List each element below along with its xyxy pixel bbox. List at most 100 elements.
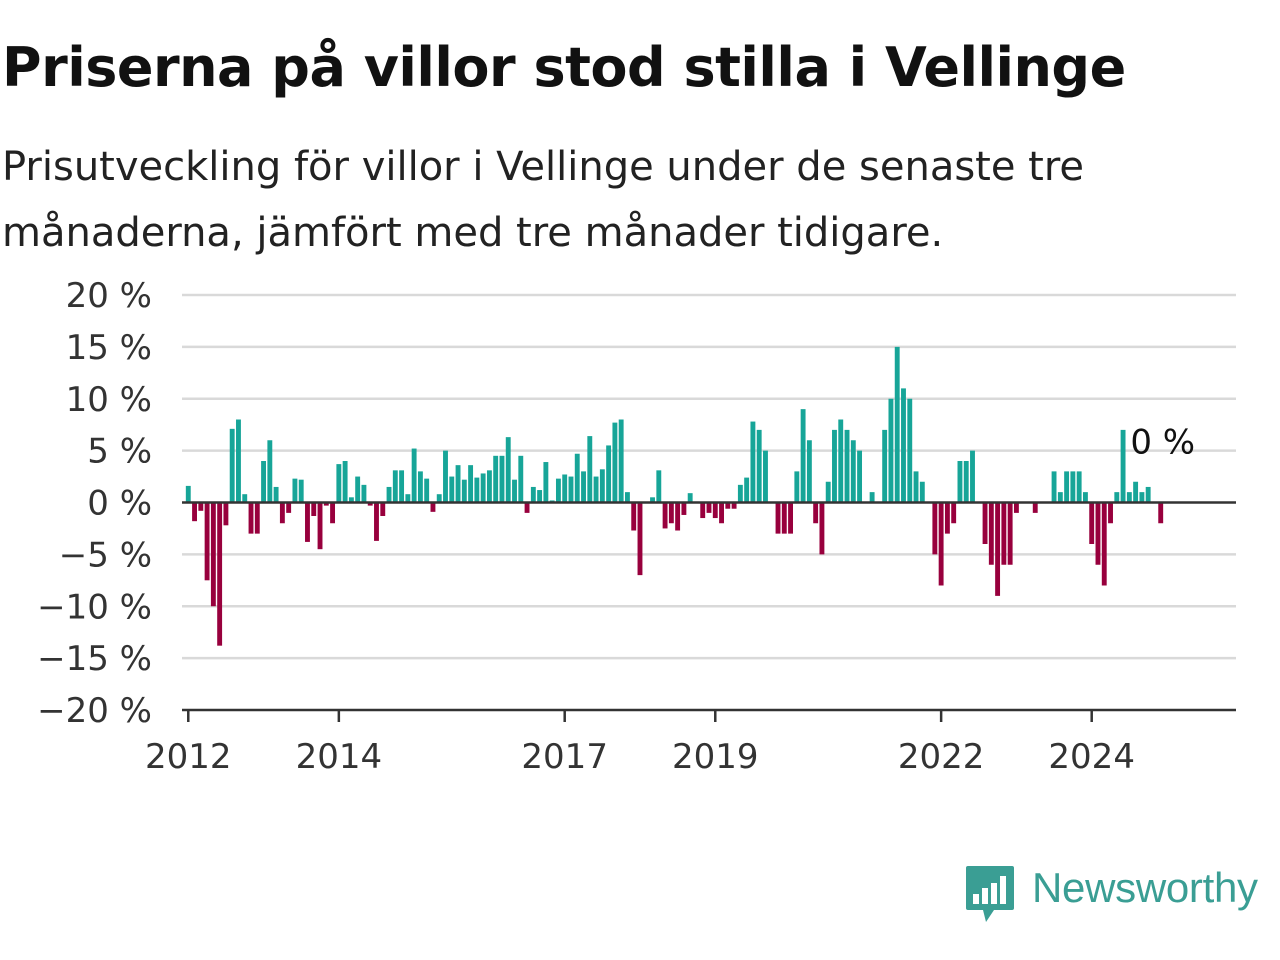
bar (844, 429, 850, 503)
x-tick-label: 2022 (898, 737, 985, 777)
bar (311, 502, 317, 516)
bar (675, 502, 681, 531)
bar (857, 450, 863, 503)
y-tick-label: 15 % (66, 328, 152, 368)
bars (185, 346, 1164, 646)
bar (236, 419, 241, 503)
bar (1089, 502, 1095, 544)
bar (838, 419, 844, 503)
chart-title: Priserna på villor stod stilla i Velling… (2, 36, 1126, 99)
bar (963, 461, 969, 503)
grid-lines (182, 293, 1236, 660)
bar (995, 502, 1001, 596)
bar (819, 502, 825, 555)
bar (825, 481, 831, 503)
bar (242, 494, 248, 503)
bar (486, 470, 492, 503)
bar (1133, 481, 1139, 503)
bar (631, 502, 637, 531)
bar (750, 421, 756, 503)
bar (436, 494, 442, 503)
bar (330, 502, 336, 524)
bar (850, 440, 856, 503)
bar (775, 502, 781, 534)
bar (555, 478, 561, 503)
y-tick-label: −15 % (37, 639, 152, 679)
bar (687, 493, 693, 503)
bar (957, 461, 963, 503)
bar (229, 428, 235, 503)
bar (562, 474, 568, 503)
bar (612, 422, 618, 503)
bar (982, 502, 988, 544)
bar (1139, 492, 1145, 503)
bar (1013, 502, 1019, 513)
bar (568, 476, 574, 503)
bar (305, 502, 310, 542)
bar (1032, 502, 1038, 513)
bar (518, 455, 524, 503)
bar (668, 502, 674, 524)
bar (1120, 429, 1126, 503)
bar (267, 440, 273, 503)
bar (248, 502, 254, 534)
bar (386, 486, 392, 503)
bar (348, 497, 354, 503)
bar (185, 485, 191, 503)
bar (901, 388, 906, 503)
bar (317, 502, 323, 550)
bar (712, 502, 718, 519)
bar (424, 478, 430, 503)
tick-labels: 20 % 15 % 10 % 5 % 0 % −5 % −10 % −15 % −20 % 201… (37, 276, 1195, 777)
bar (637, 502, 643, 576)
bar (1007, 502, 1013, 565)
bar (286, 502, 292, 513)
bar (530, 486, 536, 503)
bar (1114, 492, 1120, 503)
bar (493, 455, 499, 503)
bar (731, 502, 737, 509)
bar (813, 502, 819, 524)
y-tick-label: 5 % (87, 432, 152, 472)
y-tick-label: 10 % (66, 380, 152, 420)
bar (380, 502, 386, 516)
bar (781, 502, 787, 534)
bar (618, 419, 624, 503)
bar (1082, 492, 1088, 503)
bar (706, 502, 712, 513)
bar (1051, 471, 1057, 503)
bar (794, 471, 800, 503)
bar (342, 461, 348, 503)
bar (763, 450, 768, 503)
bar (913, 471, 919, 503)
bar (1145, 486, 1151, 503)
bar (298, 479, 304, 503)
bar (869, 492, 875, 503)
bar (1095, 502, 1101, 565)
newsworthy-logo[interactable]: Newsworthy (964, 864, 1276, 928)
bar (788, 502, 793, 534)
bar (624, 492, 630, 503)
bar (367, 502, 373, 506)
bar (662, 502, 668, 529)
bar (361, 484, 367, 503)
bar (198, 502, 204, 511)
bar (681, 502, 687, 515)
bar (593, 476, 599, 503)
bar (756, 429, 762, 503)
bar-chart: 20 % 15 % 10 % 5 % 0 % −5 % −10 % −15 % −20 % 201… (37, 276, 1236, 777)
latest-value-annotation: 0 % (1130, 423, 1195, 463)
bar (336, 464, 342, 503)
bar (399, 470, 405, 503)
y-tick-label: −10 % (37, 587, 152, 627)
bar (204, 502, 210, 581)
bar (650, 497, 655, 503)
bar (1001, 502, 1007, 565)
bar (988, 502, 994, 565)
bar (932, 502, 938, 555)
x-tick-label: 2024 (1048, 737, 1135, 777)
bar (907, 398, 913, 503)
bar (700, 502, 706, 519)
bar (261, 461, 266, 503)
bar (499, 455, 505, 503)
